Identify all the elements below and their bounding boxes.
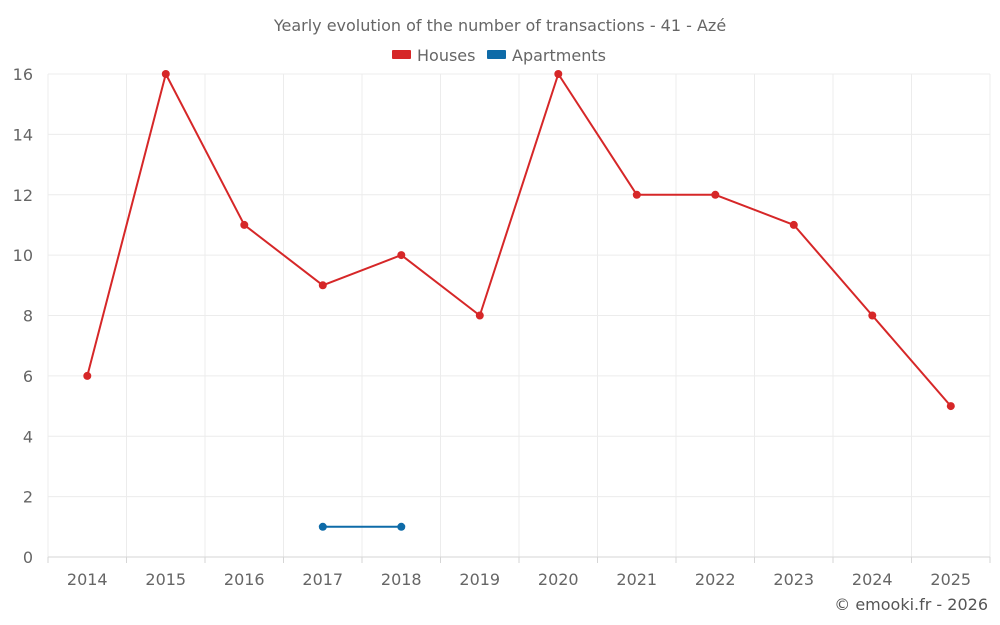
axes <box>47 556 991 563</box>
series-line-houses <box>86 73 952 407</box>
x-tick-label: 2014 <box>67 570 108 589</box>
legend-swatch-apartments <box>487 50 506 59</box>
series-apartments <box>318 522 406 531</box>
series <box>83 70 955 531</box>
y-tick-label: 0 <box>23 548 33 567</box>
series-houses <box>83 70 955 411</box>
legend-swatch-houses <box>392 50 411 59</box>
x-axis-ticks: 2014 2015 2016 2017 2018 2019 2020 2021 2022 2023… <box>67 570 971 589</box>
x-tick-label: 2018 <box>381 570 422 589</box>
x-tick-label: 2021 <box>616 570 657 589</box>
x-tick-label: 2016 <box>224 570 265 589</box>
legend-item-houses[interactable]: Houses <box>392 46 475 65</box>
data-point-houses[interactable] <box>161 70 170 78</box>
data-point-houses[interactable] <box>240 220 249 229</box>
y-tick-label: 6 <box>23 367 33 386</box>
x-tick-label: 2015 <box>145 570 186 589</box>
data-point-houses[interactable] <box>318 281 327 290</box>
y-tick-label: 16 <box>13 65 33 84</box>
chart-title: Yearly evolution of the number of transa… <box>273 16 726 35</box>
data-point-houses[interactable] <box>946 402 955 411</box>
data-point-apartments[interactable] <box>397 522 406 531</box>
x-tick-label: 2023 <box>773 570 814 589</box>
data-point-houses[interactable] <box>868 311 877 320</box>
y-axis-ticks: 0 2 4 6 8 10 12 14 16 <box>13 65 33 567</box>
data-point-houses[interactable] <box>789 220 798 229</box>
legend-label-houses: Houses <box>417 46 475 65</box>
y-tick-label: 12 <box>13 186 33 205</box>
y-tick-label: 8 <box>23 307 33 326</box>
legend: Houses Apartments <box>392 46 606 65</box>
y-tick-label: 2 <box>23 488 33 507</box>
y-tick-label: 10 <box>13 246 33 265</box>
legend-label-apartments: Apartments <box>512 46 606 65</box>
credit-text: © emooki.fr - 2026 <box>834 595 988 614</box>
data-point-houses[interactable] <box>632 190 641 199</box>
x-tick-label: 2019 <box>459 570 500 589</box>
x-tick-label: 2022 <box>695 570 736 589</box>
data-point-houses[interactable] <box>475 311 484 320</box>
y-tick-label: 14 <box>13 125 33 144</box>
x-tick-label: 2024 <box>852 570 893 589</box>
legend-item-apartments[interactable]: Apartments <box>487 46 606 65</box>
data-point-houses[interactable] <box>554 70 563 78</box>
x-tick-label: 2017 <box>302 570 343 589</box>
data-point-houses[interactable] <box>711 190 720 199</box>
data-point-houses[interactable] <box>397 251 406 260</box>
y-tick-label: 4 <box>23 427 33 446</box>
data-point-apartments[interactable] <box>318 522 327 531</box>
x-tick-label: 2020 <box>538 570 579 589</box>
data-point-houses[interactable] <box>83 371 92 380</box>
x-tick-label: 2025 <box>930 570 971 589</box>
grid <box>47 73 991 557</box>
